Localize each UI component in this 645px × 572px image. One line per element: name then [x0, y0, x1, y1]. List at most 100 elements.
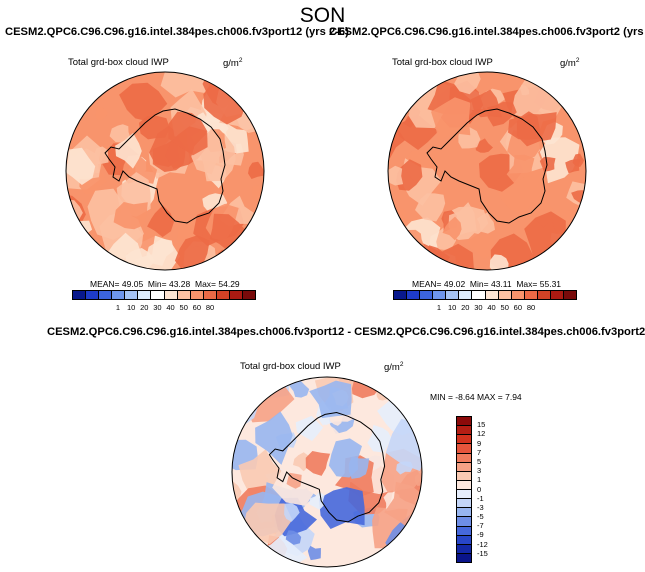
map-contour-patch [115, 133, 142, 169]
map-contour-patch [139, 115, 170, 140]
map-contour-patch [388, 245, 395, 261]
colorbar-tick-label: -3 [477, 502, 484, 512]
panel-2-max-label: Max= [516, 279, 538, 289]
map-contour-patch [416, 72, 440, 87]
map-contour-patch [232, 377, 258, 395]
colorbar-tick-label: 50 [500, 303, 509, 312]
colorbar-swatch [457, 553, 471, 562]
map-contour-patch [383, 377, 410, 392]
colorbar-swatch [550, 291, 565, 299]
colorbar-swatch [151, 291, 165, 299]
map-border [231, 376, 423, 568]
colorbar-tick-label: 50 [179, 303, 188, 312]
colorbar-swatch [229, 291, 244, 299]
map-contour-patch [295, 415, 324, 441]
colorbar-swatch [457, 453, 471, 463]
panel-1-min-label: Min= [147, 279, 167, 289]
panel-2-stats: MEAN= 49.02 Min= 43.11 Max= 55.31 [412, 279, 561, 289]
colorbar-swatch [203, 291, 217, 299]
map-contour-patch [379, 547, 401, 567]
map-contour-patch [388, 72, 413, 110]
map-contour-patch [571, 91, 586, 120]
map-contour-patch [119, 82, 168, 121]
map-contour-patch [248, 161, 264, 179]
map-contour-patch [288, 379, 310, 398]
map-contour-patch [572, 153, 585, 167]
panel-2-units-sup: 2 [575, 57, 580, 64]
map-contour-patch [508, 111, 542, 140]
colorbar-swatch [524, 291, 538, 299]
colorbar-swatch [99, 291, 113, 299]
colorbar-swatch [485, 291, 499, 299]
colorbar-swatch [457, 417, 471, 427]
colorbar-tick-label: -7 [477, 521, 484, 531]
map-contour-patch [255, 411, 293, 465]
panel-1-mean-label: MEAN= [90, 279, 120, 289]
panel-1-stats: MEAN= 49.05 Min= 43.28 Max= 54.29 [90, 279, 240, 289]
colorbar-tick-label: -1 [477, 493, 484, 503]
colorbar-tick-label: 40 [487, 303, 496, 312]
map-contour-patch [384, 481, 422, 533]
colorbar-tick-label: 10 [447, 303, 457, 312]
panel-2-title: CESM2.QPC6.C96.C96.g16.intel.384pes.ch00… [329, 26, 645, 38]
colorbar-swatch [457, 535, 471, 545]
map-contour-patch [191, 129, 225, 175]
panel-1-map [65, 71, 265, 271]
panel-3-colorbar [456, 416, 472, 563]
panel-2-colorbar [393, 290, 577, 300]
panel-1-units: g/m2 [223, 57, 242, 69]
colorbar-swatch [446, 291, 460, 299]
colorbar-tick-label: 0 [477, 484, 482, 494]
panel-3-variable: Total grd-box cloud IWP [240, 361, 341, 372]
map-contour-patch [168, 111, 208, 156]
panel-2-min-label: Min= [469, 279, 489, 289]
map-contour-patch [113, 202, 148, 230]
colorbar-swatch [457, 426, 471, 436]
colorbar-tick-label: 10 [126, 303, 136, 312]
colorbar-tick-label: 1 [477, 475, 482, 485]
colorbar-swatch [457, 444, 471, 454]
map-contour-patch [396, 461, 414, 475]
map-contour-patch [388, 165, 404, 186]
colorbar-swatch [457, 480, 471, 490]
colorbar-swatch [190, 291, 204, 299]
colorbar-tick-label: 1 [115, 303, 121, 312]
map-contour-patch [242, 227, 264, 259]
map-contour-patch [442, 216, 462, 241]
map-contour-patch [475, 138, 493, 153]
colorbar-swatch [138, 291, 152, 299]
colorbar-swatch [564, 291, 577, 299]
colorbar-swatch [498, 291, 512, 299]
map-contour-patch [66, 72, 92, 115]
map-contour-patch [506, 154, 535, 183]
colorbar-swatch [86, 291, 100, 299]
map-contour-patch [232, 382, 261, 412]
colorbar-swatch [420, 291, 434, 299]
map-contour-patch [388, 226, 413, 270]
map-contour-patch [309, 529, 350, 567]
antarctica-coastline [104, 108, 226, 224]
map-contour-patch [284, 503, 300, 522]
colorbar-tick-label: -12 [477, 539, 488, 549]
colorbar-swatch [457, 526, 471, 536]
panel-2-max: 55.31 [539, 279, 562, 289]
panel-1-units-base: g/m [223, 58, 239, 70]
colorbar-swatch [457, 517, 471, 527]
panel-2-units-base: g/m [560, 58, 576, 70]
colorbar-tick-label: 20 [461, 303, 470, 312]
map-contour-patch [94, 146, 109, 165]
panel-1-variable: Total grd-box cloud IWP [68, 57, 169, 68]
map-contour-patch [476, 212, 495, 234]
panel-1-units-sup: 2 [238, 57, 243, 64]
panel-2-units: g/m2 [560, 57, 579, 69]
colorbar-swatch [177, 291, 191, 299]
colorbar-tick-label: 60 [192, 303, 202, 312]
colorbar-swatch [112, 291, 126, 299]
colorbar-tick-label: 12 [477, 429, 486, 439]
colorbar-swatch [457, 490, 471, 500]
colorbar-tick-label: 1 [436, 303, 442, 312]
colorbar-tick-label: 40 [166, 303, 175, 312]
map-border [65, 71, 265, 271]
map-contour-patch [286, 472, 302, 489]
colorbar-tick-label: 7 [477, 447, 482, 457]
